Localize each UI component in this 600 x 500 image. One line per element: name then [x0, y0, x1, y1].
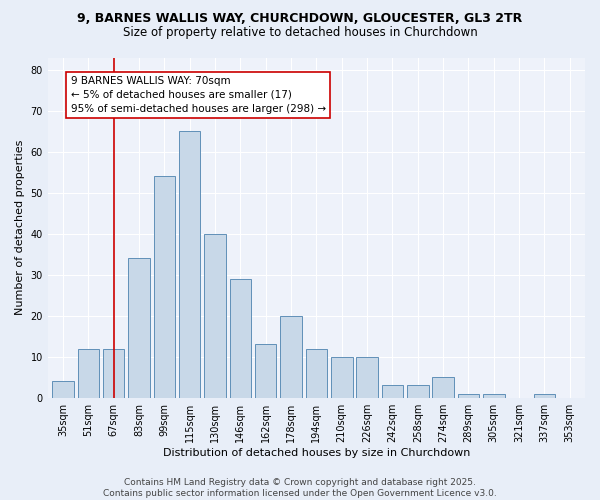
- Bar: [103, 348, 124, 398]
- Bar: [407, 386, 428, 398]
- Bar: [331, 356, 353, 398]
- Bar: [483, 394, 505, 398]
- Text: 9 BARNES WALLIS WAY: 70sqm
← 5% of detached houses are smaller (17)
95% of semi-: 9 BARNES WALLIS WAY: 70sqm ← 5% of detac…: [71, 76, 326, 114]
- Bar: [356, 356, 378, 398]
- Bar: [382, 386, 403, 398]
- Bar: [458, 394, 479, 398]
- Bar: [204, 234, 226, 398]
- Bar: [128, 258, 150, 398]
- Bar: [52, 382, 74, 398]
- Bar: [230, 279, 251, 398]
- Bar: [433, 377, 454, 398]
- Text: Size of property relative to detached houses in Churchdown: Size of property relative to detached ho…: [122, 26, 478, 39]
- Bar: [179, 132, 200, 398]
- Bar: [305, 348, 327, 398]
- Y-axis label: Number of detached properties: Number of detached properties: [15, 140, 25, 316]
- Bar: [154, 176, 175, 398]
- Bar: [280, 316, 302, 398]
- Bar: [77, 348, 99, 398]
- Bar: [533, 394, 555, 398]
- Text: Contains HM Land Registry data © Crown copyright and database right 2025.
Contai: Contains HM Land Registry data © Crown c…: [103, 478, 497, 498]
- Bar: [255, 344, 277, 398]
- Text: 9, BARNES WALLIS WAY, CHURCHDOWN, GLOUCESTER, GL3 2TR: 9, BARNES WALLIS WAY, CHURCHDOWN, GLOUCE…: [77, 12, 523, 26]
- X-axis label: Distribution of detached houses by size in Churchdown: Distribution of detached houses by size …: [163, 448, 470, 458]
